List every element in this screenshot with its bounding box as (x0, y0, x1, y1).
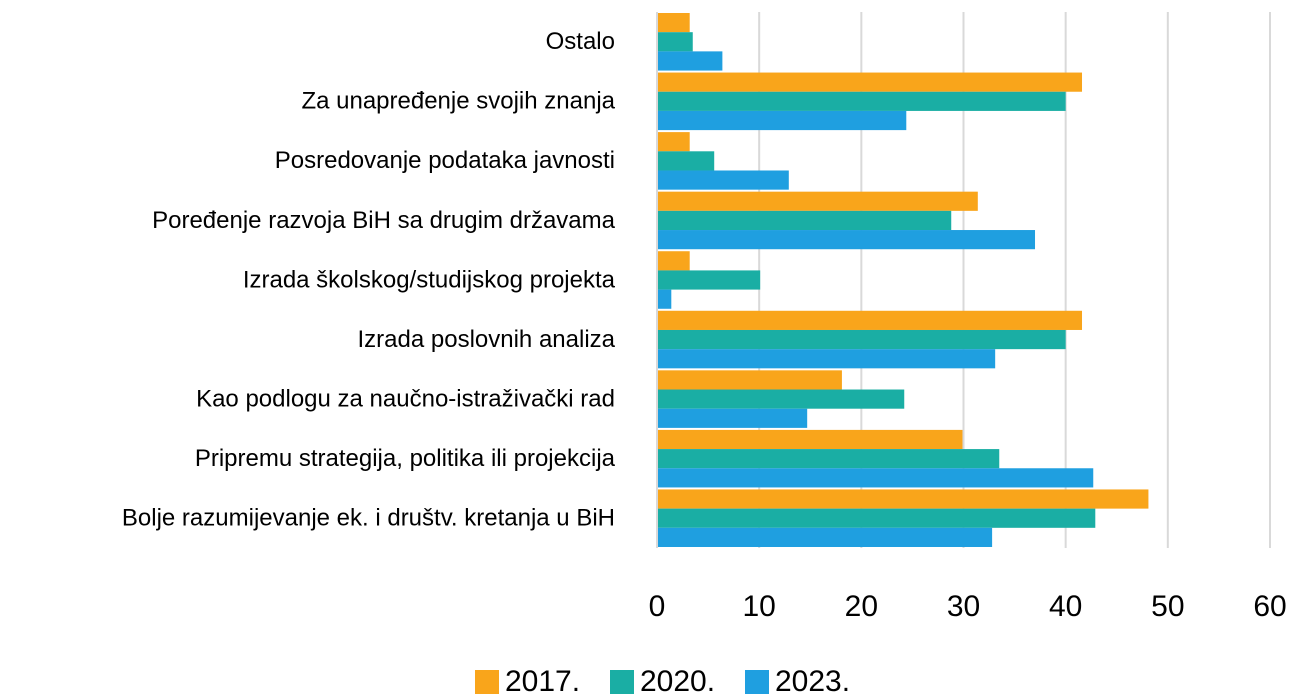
y-tick-label: Poređenje razvoja BiH sa drugim državama (152, 207, 616, 234)
bar (657, 72, 1083, 92)
x-tick-label: 30 (947, 590, 980, 623)
bar (657, 429, 963, 450)
y-tick-label: Bolje razumijevanje ek. i društv. kretan… (122, 505, 615, 532)
y-tick-label: Pripremu strategija, politika ili projek… (195, 445, 616, 472)
bar (657, 170, 789, 190)
bar (657, 191, 978, 211)
bar (657, 32, 693, 52)
bar (657, 370, 842, 390)
x-tick-label: 50 (1151, 590, 1184, 623)
bar (657, 270, 761, 290)
legend-label: 2020. (640, 665, 715, 696)
x-tick-label: 40 (1049, 590, 1082, 623)
legend-label: 2017. (505, 665, 580, 696)
bar (657, 132, 690, 152)
bar (657, 468, 1094, 488)
y-tick-label: Za unapređenje svojih znanja (301, 88, 615, 115)
bar (657, 110, 907, 131)
bar (657, 310, 1083, 330)
y-tick-label: Posredovanje podataka javnosti (275, 147, 615, 174)
x-tick-label: 20 (845, 590, 878, 623)
bar (657, 13, 690, 33)
x-tick-label: 60 (1253, 590, 1286, 623)
y-tick-label: Ostalo (546, 28, 615, 55)
x-tick-label: 10 (742, 590, 775, 623)
bar (657, 449, 1000, 469)
bar (657, 91, 1066, 111)
bar (657, 329, 1066, 350)
bar (657, 489, 1149, 509)
x-tick-label: 0 (649, 590, 666, 623)
y-tick-label: Izrada poslovnih analiza (358, 326, 616, 353)
bar (657, 51, 723, 71)
y-tick-label: Kao podlogu za naučno-istraživački rad (196, 385, 615, 412)
legend-label: 2023. (775, 665, 850, 696)
legend-swatch (475, 670, 499, 694)
bar (657, 408, 808, 428)
bar (657, 349, 996, 369)
bar (657, 210, 952, 231)
bar (657, 508, 1096, 528)
bar (657, 289, 672, 309)
bar (657, 527, 993, 547)
bar (657, 151, 715, 171)
bar (657, 251, 690, 271)
y-tick-label: Izrada školskog/studijskog projekta (243, 266, 616, 293)
legend-swatch (610, 670, 634, 694)
legend-swatch (745, 670, 769, 694)
bar (657, 230, 1036, 250)
bar (657, 389, 905, 409)
